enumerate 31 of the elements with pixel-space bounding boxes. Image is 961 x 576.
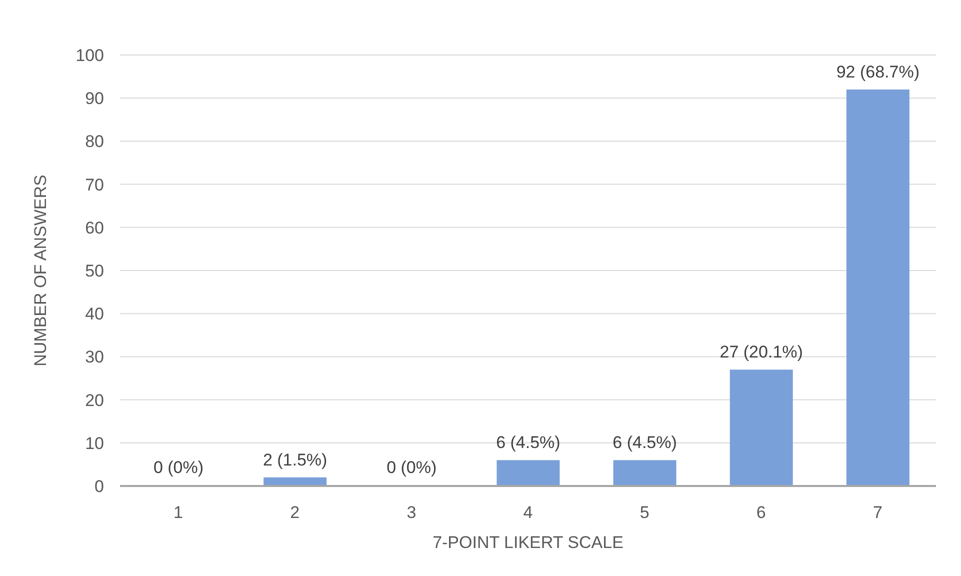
data-label: 6 (4.5%) [496,433,560,452]
y-tick-label: 50 [85,262,104,281]
data-label: 6 (4.5%) [612,433,677,452]
y-tick-label: 30 [85,348,104,367]
x-tick-label: 4 [523,503,533,522]
data-label: 2 (1.5%) [262,450,328,470]
y-tick-label: 90 [85,89,104,108]
data-label: 0 (0%) [386,458,437,477]
bar [846,89,910,486]
y-tick-label: 20 [85,390,104,410]
y-tick-label: 80 [85,132,104,152]
data-label: 27 (20.1%) [720,342,803,362]
y-tick-label: 60 [85,218,104,238]
y-tick-label: 40 [85,304,104,324]
x-tick-label: 6 [756,503,766,522]
y-tick-label: 0 [94,477,104,496]
bar [730,370,793,486]
data-label: 92 (68.7%) [836,62,920,82]
y-tick-label: 10 [85,434,104,453]
x-tick-label: 3 [406,503,416,522]
data-label: 0 (0%) [153,458,204,477]
y-tick-label: 70 [85,175,104,194]
y-tick-label: 100 [76,46,104,66]
x-axis-title: 7-POINT LIKERT SCALE [432,533,624,552]
x-tick-label: 7 [872,503,882,522]
x-tick-label: 5 [640,503,650,522]
bar [613,460,676,486]
x-tick-label: 2 [290,503,300,522]
bar [496,460,560,486]
x-tick-label: 1 [174,503,184,522]
y-axis-title: NUMBER OF ANSWERS [31,174,50,366]
